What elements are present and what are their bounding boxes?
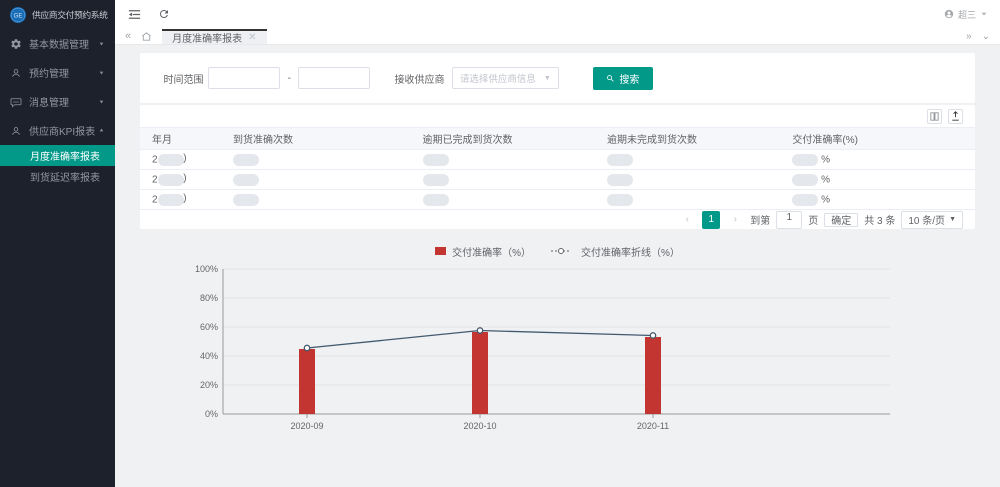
svg-text:100%: 100%: [195, 264, 218, 274]
svg-text:80%: 80%: [200, 293, 218, 303]
svg-text:2020-09: 2020-09: [290, 421, 323, 431]
svg-text:2020-11: 2020-11: [637, 421, 669, 431]
svg-text:0%: 0%: [205, 409, 218, 419]
svg-text:40%: 40%: [200, 351, 218, 361]
svg-text:GE: GE: [14, 13, 23, 19]
svg-text:60%: 60%: [200, 322, 218, 332]
svg-text:2020-10: 2020-10: [463, 421, 496, 431]
svg-text:20%: 20%: [200, 380, 218, 390]
